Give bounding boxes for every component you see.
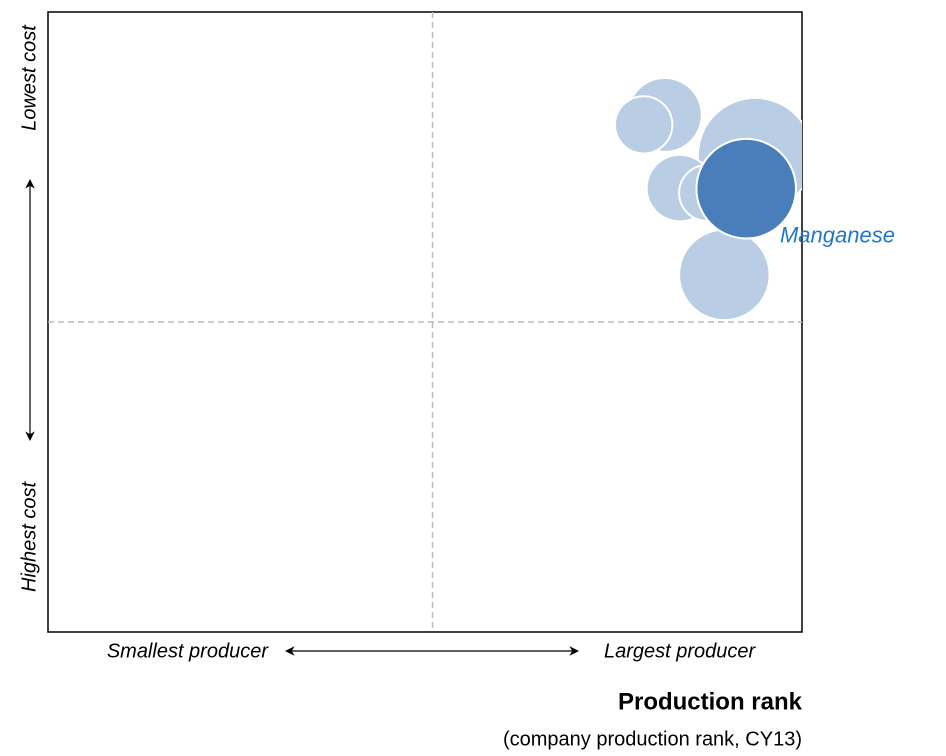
bubble — [614, 95, 674, 155]
bubble-label: Manganese — [780, 222, 895, 247]
y-high-label: Lowest cost — [18, 24, 40, 131]
x-high-label: Largest producer — [604, 640, 757, 662]
bubble — [695, 137, 797, 240]
x-axis-subtitle: (company production rank, CY13) — [503, 728, 802, 750]
y-low-label: Highest cost — [18, 481, 40, 592]
x-low-label: Smallest producer — [107, 640, 270, 662]
bubbles — [614, 76, 802, 322]
bubble — [678, 228, 771, 322]
marks: Manganese — [48, 12, 895, 632]
x-axis-title: Production rank — [618, 688, 803, 715]
